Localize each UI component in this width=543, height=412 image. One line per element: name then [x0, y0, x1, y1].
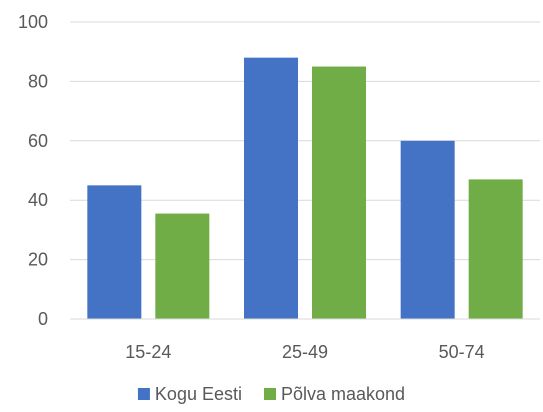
legend-label: Kogu Eesti [155, 384, 242, 404]
y-tick-label: 80 [28, 71, 48, 91]
bar-15-24-1 [155, 213, 210, 319]
bar-25-49-1 [312, 66, 366, 319]
y-tick-label: 100 [18, 12, 48, 32]
x-tick-label: 15-24 [125, 342, 171, 362]
legend-label: Põlva maakond [281, 384, 405, 404]
x-tick-label: 25-49 [282, 342, 328, 362]
legend-swatch [137, 388, 150, 400]
y-tick-label: 40 [28, 190, 48, 210]
bar-15-24-0 [87, 185, 142, 319]
legend: Kogu Eesti Põlva maakond [137, 384, 405, 404]
y-axis: 0 20 40 60 80 100 [18, 12, 48, 329]
bars [87, 57, 523, 319]
y-tick-label: 60 [28, 131, 48, 151]
x-tick-label: 50-74 [439, 342, 485, 362]
bar-50-74-0 [400, 140, 455, 319]
legend-swatch [263, 388, 276, 400]
bar-25-49-0 [244, 57, 298, 319]
y-tick-label: 20 [28, 250, 48, 270]
y-tick-label: 0 [38, 309, 48, 329]
bar-50-74-1 [468, 179, 523, 319]
x-axis: 15-24 25-49 50-74 [70, 318, 540, 362]
